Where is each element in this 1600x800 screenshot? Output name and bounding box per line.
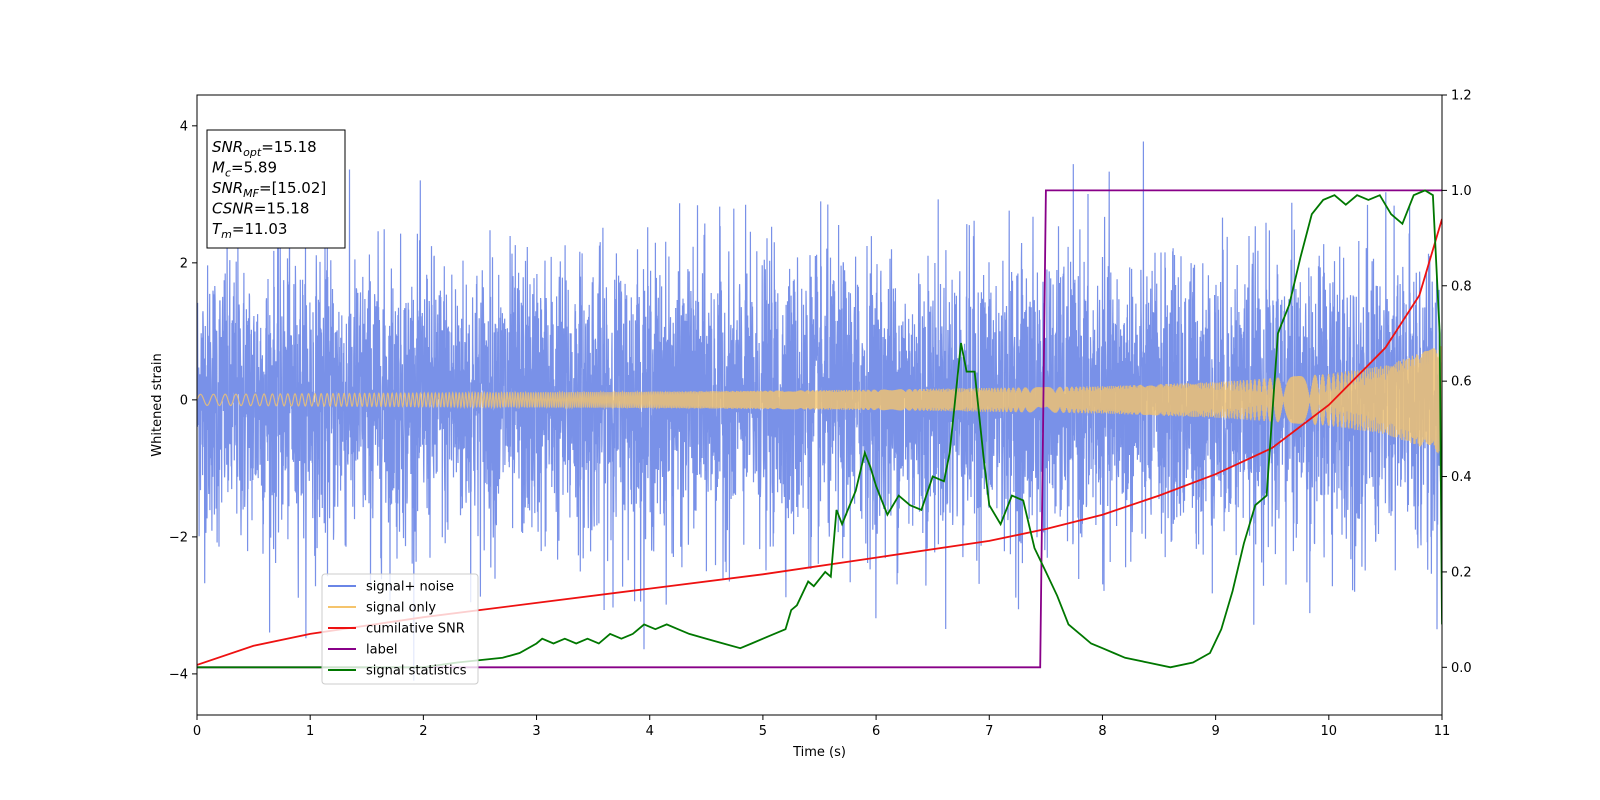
info-line: Mc=5.89 [212,159,277,180]
y2-tick-label: 0.8 [1451,279,1472,294]
legend-frame [321,573,479,685]
y2-tick-label: 0.6 [1451,375,1472,390]
y2-tick-label: 0.0 [1451,661,1472,676]
y-tick-label: −4 [169,667,188,682]
y-tick-label: 2 [180,256,188,271]
series-signal-statistics [197,189,1442,669]
x-tick-label: 3 [532,724,540,739]
legend-entry: signal only [366,601,436,616]
y2-tick-label: 1.2 [1451,89,1472,104]
x-tick-label: 8 [1098,724,1106,739]
x-tick-label: 4 [646,724,654,739]
y-axis-label: Whitened strain [150,353,165,456]
series-label [197,189,1442,669]
axes: 0 1 2 3 4 5 6 7 8 9 10 11 −4 −2 0 2 4 0.0 0.2 0.4 0.6 0.8 1.0 1… [169,89,1472,740]
x-tick-label: 10 [1321,724,1338,739]
info-line: CSNR=15.18 [212,200,309,218]
y2-tick-label: 1.0 [1451,184,1472,199]
x-tick-label: 6 [872,724,880,739]
x-tick-label: 1 [306,724,314,739]
plot-frame [196,94,1443,716]
legend: signal+ noise signal only cumilative SNR la… [321,573,479,685]
info-box: SNRopt=15.18Mc=5.89SNRMF=[15.02]CSNR=15.… [206,129,346,249]
x-tick-label: 7 [985,724,993,739]
y-tick-label: −2 [169,530,188,545]
x-tick-label: 11 [1434,724,1451,739]
x-axis-label: Time (s) [792,745,846,760]
x-tick-label: 9 [1211,724,1219,739]
info-line: SNRopt=15.18 [212,138,317,159]
y-tick-label: 4 [180,119,188,134]
x-tick-label: 5 [759,724,767,739]
legend-entry: cumilative SNR [366,622,465,637]
y2-tick-label: 0.4 [1451,470,1472,485]
x-tick-label: 2 [419,724,427,739]
y2-tick-label: 0.2 [1451,565,1472,580]
x-tick-label: 0 [193,724,201,739]
legend-entry: signal+ noise [366,580,454,595]
y-tick-label: 0 [180,393,188,408]
info-line: SNRMF=[15.02] [212,179,326,200]
info-line: Tm=11.03 [212,220,287,241]
info-box-frame [206,129,346,249]
series-signal-only [197,346,1442,454]
series-signal-noise [197,141,1442,681]
legend-entry: label [366,643,397,658]
legend-entry: signal statistics [366,664,467,679]
